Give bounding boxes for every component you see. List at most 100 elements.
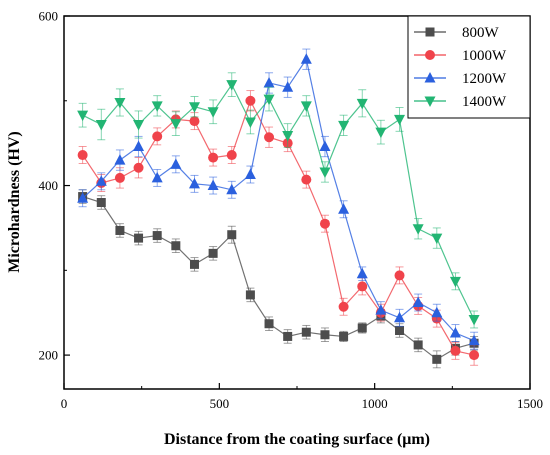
data-point xyxy=(114,154,126,165)
data-point xyxy=(77,150,88,161)
data-point xyxy=(245,290,255,300)
legend-label: 1400W xyxy=(462,94,507,110)
data-point xyxy=(320,330,330,340)
x-axis-title: Distance from the coating surface (μm) xyxy=(164,431,430,448)
legend-label: 1000W xyxy=(462,48,507,64)
data-point xyxy=(412,224,424,235)
data-point xyxy=(245,95,256,106)
series-line xyxy=(82,57,475,342)
data-point xyxy=(152,131,163,142)
data-point xyxy=(152,231,162,241)
series-800W xyxy=(78,189,479,369)
data-point xyxy=(133,140,145,152)
data-point xyxy=(282,81,294,92)
data-point xyxy=(188,177,200,189)
data-point xyxy=(356,98,368,110)
data-point xyxy=(95,120,107,131)
series-line xyxy=(82,99,475,356)
x-tick-label: 500 xyxy=(210,396,230,411)
data-point xyxy=(133,120,145,131)
data-point xyxy=(226,80,238,91)
data-point xyxy=(170,119,182,130)
data-point xyxy=(134,233,144,243)
data-point xyxy=(468,334,480,346)
data-point xyxy=(189,116,200,127)
data-point xyxy=(170,158,182,169)
data-point xyxy=(412,296,424,308)
data-point xyxy=(394,311,406,323)
legend-label: 800W xyxy=(462,25,500,41)
data-point xyxy=(95,175,107,186)
data-point xyxy=(449,327,461,338)
legend-marker xyxy=(425,50,435,60)
data-point xyxy=(226,183,238,195)
series-1200W xyxy=(77,48,480,350)
x-tick-label: 0 xyxy=(61,396,68,411)
data-point xyxy=(282,131,294,142)
data-point xyxy=(77,110,89,122)
y-axis-title: Microhardness (HV) xyxy=(6,131,23,272)
legend-label: 1200W xyxy=(462,71,507,87)
data-point xyxy=(300,53,312,64)
data-point xyxy=(357,281,368,292)
data-point xyxy=(319,218,330,229)
data-point xyxy=(133,162,144,173)
data-point xyxy=(189,259,199,269)
data-point xyxy=(207,107,219,118)
data-point xyxy=(338,120,350,132)
data-point xyxy=(394,270,405,281)
data-point xyxy=(394,114,406,126)
data-point xyxy=(413,340,423,350)
data-point xyxy=(431,233,443,245)
data-point xyxy=(188,102,200,113)
legend-item-1200W: 1200W xyxy=(414,71,507,87)
x-tick-label: 1500 xyxy=(517,396,543,411)
legend: 800W 1000W 1200W 1400W xyxy=(407,15,531,119)
data-point xyxy=(151,171,163,183)
data-point xyxy=(450,345,461,356)
data-point xyxy=(468,314,480,326)
data-point xyxy=(263,76,275,88)
data-point xyxy=(151,101,163,112)
data-point xyxy=(338,301,349,312)
data-point xyxy=(244,168,256,180)
data-point xyxy=(114,97,126,109)
y-tick-label: 400 xyxy=(39,178,59,193)
legend-marker xyxy=(425,27,435,37)
data-point xyxy=(431,306,443,318)
data-point xyxy=(432,354,442,364)
data-point xyxy=(356,267,368,279)
data-point xyxy=(283,331,293,341)
data-point xyxy=(244,117,256,128)
data-point xyxy=(207,179,219,191)
series-line xyxy=(82,83,475,320)
legend-item-1000W: 1000W xyxy=(414,48,507,64)
data-point xyxy=(357,323,367,333)
data-point xyxy=(301,327,311,337)
data-point xyxy=(96,198,106,207)
axes: 0 500 1000 1500 200 400 600 xyxy=(39,9,544,412)
legend-marker xyxy=(424,96,436,107)
data-point xyxy=(301,174,312,185)
data-point xyxy=(77,192,89,203)
legend-marker xyxy=(424,72,436,83)
data-point xyxy=(171,241,181,251)
data-point xyxy=(339,331,349,341)
data-point xyxy=(469,350,480,361)
data-point xyxy=(264,132,275,143)
x-tick-label: 1000 xyxy=(362,396,388,411)
data-point xyxy=(395,326,405,336)
data-point xyxy=(375,304,387,315)
series-line xyxy=(82,195,475,361)
y-tick-label: 200 xyxy=(39,348,59,363)
data-point xyxy=(115,225,125,235)
y-tick-label: 600 xyxy=(39,9,59,24)
data-point xyxy=(208,248,218,258)
data-point xyxy=(227,230,237,240)
data-point xyxy=(226,150,237,161)
data-point xyxy=(338,203,350,214)
data-point xyxy=(449,276,461,288)
series-1400W xyxy=(77,72,480,329)
data-point xyxy=(263,94,275,106)
